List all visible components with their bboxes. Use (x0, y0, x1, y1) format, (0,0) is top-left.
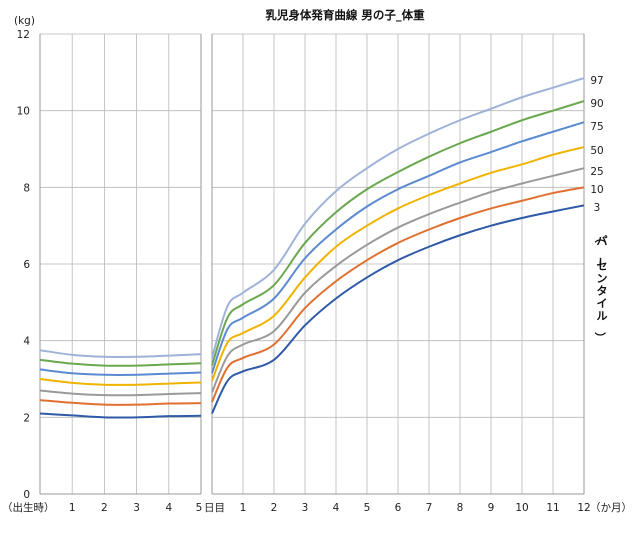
y-tick-label: 4 (23, 336, 30, 348)
series-line-p75-months (211, 121, 585, 374)
x-tick-label: 4 (333, 502, 340, 514)
series-line-p90-days (39, 358, 202, 367)
x-unit-label: （か月） (590, 502, 632, 514)
x-unit-label: 日目 (204, 502, 225, 514)
x-tick-label: （出生時） (2, 501, 55, 514)
x-tick-label: 3 (302, 502, 309, 514)
x-tick-label: 11 (546, 502, 559, 514)
series-line-p97-days (39, 349, 202, 358)
percentile-label-50: 50 (590, 145, 603, 157)
percentile-label-90: 90 (590, 98, 603, 110)
y-unit-label: (kg) (14, 15, 35, 27)
y-tick-label: 12 (17, 29, 30, 41)
x-tick-label: 4 (165, 502, 172, 514)
percentile-label-75: 75 (590, 121, 603, 133)
axes (39, 34, 585, 495)
y-tick-label: 8 (23, 182, 30, 194)
chart-title: 乳児身体発育曲線 男の子_体重 (265, 8, 425, 23)
series-line-p50-days (39, 378, 202, 386)
x-tick-label: 3 (133, 502, 140, 514)
series-line-p50-months (211, 146, 585, 382)
x-tick-label: 5 (196, 502, 203, 514)
x-tick-label: 1 (69, 502, 76, 514)
series-line-p25-months (211, 167, 585, 393)
series-line-p97-months (211, 77, 585, 359)
percentile-label-25: 25 (590, 166, 603, 178)
series-line-p10-days (39, 399, 202, 406)
series-line-p3-days (39, 412, 202, 419)
percentile-label-10: 10 (590, 184, 603, 196)
x-tick-label: 1 (240, 502, 247, 514)
series-line-p10-months (211, 186, 585, 403)
x-tick-label: 2 (101, 502, 108, 514)
grid (40, 33, 584, 495)
x-tick-label: 5 (364, 502, 371, 514)
series-line-p25-days (39, 389, 202, 397)
x-tick-label: 8 (457, 502, 464, 514)
series-line-p3-months (211, 204, 585, 414)
percentile-label-97: 97 (590, 75, 603, 87)
x-tick-label: 7 (426, 502, 433, 514)
x-tick-label: 2 (271, 502, 278, 514)
percentile-label-3: 3 (594, 202, 601, 214)
y-tick-label: 10 (17, 106, 30, 118)
series-line-p75-days (39, 368, 202, 376)
y-tick-label: 6 (23, 259, 30, 271)
x-tick-label: 12 (577, 502, 590, 514)
x-tick-label: 6 (395, 502, 402, 514)
percentile-axis-label: （パーセンタイル） (594, 232, 608, 343)
y-tick-label: 2 (23, 412, 30, 424)
x-tick-label: 10 (515, 502, 528, 514)
y-tick-label: 0 (23, 489, 30, 501)
series-lines (39, 77, 585, 419)
x-tick-label: 9 (488, 502, 495, 514)
series-line-p90-months (211, 100, 585, 366)
